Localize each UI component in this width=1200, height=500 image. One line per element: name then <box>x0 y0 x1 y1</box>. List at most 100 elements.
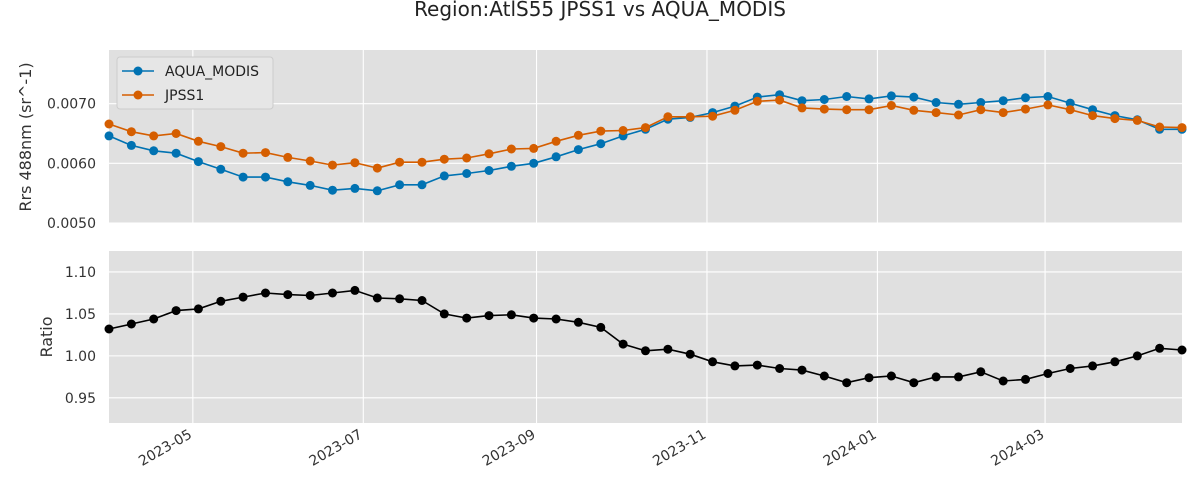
top-jpss1-point <box>909 105 919 115</box>
top-jpss1-point <box>730 105 740 115</box>
bottom-panel: 0.95 1.00 1.05 1.10 Ratio <box>37 251 1187 423</box>
bottom-ratio-point <box>1065 364 1075 373</box>
bottom-ratio-point <box>104 324 114 334</box>
bottom-ratio-point <box>193 304 203 314</box>
bottom-ratio-point <box>573 317 583 327</box>
top-jpss1-point <box>752 96 762 106</box>
legend-aqua-marker <box>133 66 143 76</box>
top-jpss1-point <box>618 126 628 135</box>
top-series <box>104 90 1187 196</box>
top-jpss1-point <box>1155 122 1165 132</box>
legend-jpss1-marker <box>133 90 143 100</box>
top-aqua-modis-point <box>216 164 226 174</box>
legend-box <box>116 56 274 110</box>
bottom-ratio-point <box>596 322 606 332</box>
top-jpss1-point <box>685 112 695 122</box>
top-aqua-modis-point <box>1065 98 1075 108</box>
x-tick-label: 2023-05 <box>136 427 195 470</box>
top-aqua-modis-point <box>819 95 829 104</box>
top-jpss1-point <box>529 143 539 153</box>
top-y-tick-label: 0.0070 <box>47 97 96 113</box>
bottom-ratio-point <box>886 371 896 381</box>
bottom-ratio-point <box>417 296 427 305</box>
top-aqua-modis-point <box>328 185 337 195</box>
top-jpss1-point <box>1043 100 1053 110</box>
bottom-ratio-point <box>641 346 650 356</box>
top-aqua-modis-point <box>506 161 516 171</box>
top-aqua-modis-point <box>573 145 583 155</box>
top-jpss1-point <box>641 123 650 133</box>
top-jpss1-point <box>171 129 181 138</box>
bottom-ratio-point <box>305 291 315 300</box>
top-aqua-modis-point <box>954 99 963 109</box>
bottom-ratio-point <box>1177 345 1187 355</box>
top-aqua-modis-point <box>596 139 606 149</box>
top-jpss1-point <box>663 112 673 122</box>
bottom-series <box>104 285 1187 388</box>
top-y-tick-label: 0.0050 <box>47 216 96 232</box>
top-jpss1-point <box>708 111 718 121</box>
top-jpss1-point <box>1065 105 1075 115</box>
bottom-ratio-point <box>797 365 807 375</box>
top-aqua-modis-point <box>797 96 807 106</box>
x-tick-label: 2024-01 <box>821 427 880 470</box>
top-jpss1-point <box>998 108 1008 118</box>
bottom-ratio-point <box>752 360 762 370</box>
bottom-ratio-point <box>283 290 293 300</box>
top-plot-background <box>109 50 1182 223</box>
top-jpss1-point <box>1110 114 1120 124</box>
bottom-ratio-point <box>819 371 829 381</box>
bottom-ratio-point <box>730 361 740 371</box>
top-aqua-modis-point <box>395 180 405 190</box>
bottom-y-tick-label: 0.95 <box>65 391 96 407</box>
top-jpss1-point <box>1021 104 1030 114</box>
bottom-ratio-point <box>216 296 226 306</box>
top-aqua-modis-point <box>864 94 874 104</box>
top-jpss1-point <box>328 160 337 170</box>
x-tick-label: 2023-09 <box>480 427 539 470</box>
top-jpss1-point <box>551 136 561 146</box>
top-aqua-modis-point <box>283 177 293 187</box>
x-tick-label: 2023-07 <box>307 427 366 470</box>
top-jpss1-point <box>1177 123 1187 133</box>
legend-jpss1-label: JPSS1 <box>164 88 204 104</box>
top-jpss1-point <box>484 149 494 159</box>
bottom-ratio-point <box>1132 351 1142 361</box>
top-jpss1-point <box>842 105 852 115</box>
bottom-ratio-point <box>529 313 539 323</box>
top-jpss1-point <box>193 136 203 146</box>
top-aqua-modis-point <box>1043 92 1053 101</box>
top-aqua-modis-point <box>909 92 919 102</box>
top-jpss1-point <box>886 101 896 110</box>
bottom-ratio-point <box>1088 361 1098 371</box>
top-jpss1-point <box>350 158 360 168</box>
x-tick-label: 2024-03 <box>988 427 1047 470</box>
top-jpss1-point <box>238 148 248 158</box>
bottom-ratio-point <box>149 314 159 324</box>
bottom-ratio-point <box>171 306 181 316</box>
bottom-ratio-point <box>1110 357 1120 367</box>
top-jpss1-point <box>573 130 583 140</box>
bottom-ratio-point <box>976 367 986 377</box>
bottom-plot-background <box>109 251 1182 423</box>
top-aqua-modis-point <box>104 131 114 141</box>
bottom-ratio-point <box>261 288 270 298</box>
top-y-axis-label: Rrs 488nm (sr^-1) <box>16 62 35 211</box>
bottom-y-tick-label: 1.10 <box>65 265 96 281</box>
bottom-ratio-point <box>551 314 561 324</box>
bottom-ratio-point <box>439 309 449 319</box>
top-panel: 0.0050 0.0060 0.0070 Rrs 488nm (sr^-1) AQU… <box>16 50 1187 232</box>
top-aqua-modis-point <box>193 157 203 167</box>
legend-aqua-label: AQUA_MODIS <box>165 64 259 80</box>
chart-title: Region:AtlS55 JPSS1 vs AQUA_MODIS <box>414 0 786 21</box>
x-tick-label: 2023-11 <box>650 427 709 470</box>
bottom-ratio-point <box>372 293 382 303</box>
top-aqua-modis-point <box>998 96 1008 106</box>
bottom-y-axis-label: Ratio <box>37 316 56 357</box>
bottom-ratio-point <box>1155 343 1165 353</box>
top-aqua-modis-point <box>842 92 852 101</box>
top-jpss1-point <box>395 157 405 167</box>
top-jpss1-point <box>931 108 941 118</box>
top-aqua-modis-point <box>976 98 986 107</box>
